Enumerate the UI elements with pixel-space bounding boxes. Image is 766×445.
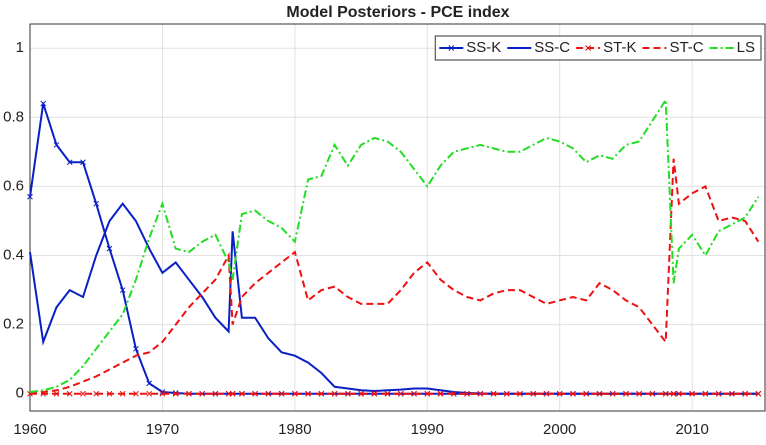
legend-label: SS-C xyxy=(534,39,570,56)
point-marker xyxy=(265,390,272,397)
y-tick-label: 0.8 xyxy=(3,108,24,125)
point-marker xyxy=(649,390,656,397)
y-tick-label: 0.4 xyxy=(3,246,24,263)
point-marker xyxy=(411,390,417,397)
point-marker xyxy=(490,390,497,397)
point-marker xyxy=(702,390,709,397)
legend-item: SS-K xyxy=(439,39,501,56)
point-marker xyxy=(424,390,431,397)
point-marker xyxy=(172,390,179,397)
point-marker xyxy=(437,390,444,397)
point-marker xyxy=(636,390,643,397)
legend-item: ST-C xyxy=(642,39,704,56)
point-marker xyxy=(715,390,722,397)
x-tick-label: 1980 xyxy=(278,421,311,438)
point-marker xyxy=(543,390,550,397)
point-marker xyxy=(146,380,153,387)
point-marker xyxy=(278,390,285,397)
point-marker xyxy=(676,390,682,397)
y-tick-label: 0.6 xyxy=(3,177,24,194)
point-marker xyxy=(450,390,457,397)
point-marker xyxy=(609,390,616,397)
point-marker xyxy=(292,390,298,397)
point-marker xyxy=(729,390,735,397)
point-marker xyxy=(384,390,391,397)
point-marker xyxy=(689,390,696,397)
point-marker xyxy=(80,390,86,397)
legend-label: ST-K xyxy=(603,39,636,56)
point-marker xyxy=(212,390,219,397)
y-tick-label: 0.2 xyxy=(3,316,24,333)
legend-item: SS-C xyxy=(507,39,570,56)
point-marker xyxy=(27,193,33,200)
x-tick-label: 1960 xyxy=(13,421,46,438)
point-marker xyxy=(662,390,669,397)
point-marker xyxy=(742,390,748,397)
point-marker xyxy=(358,390,364,397)
legend-marker xyxy=(585,45,591,51)
point-marker xyxy=(53,390,60,397)
x-tick-label: 2000 xyxy=(543,421,576,438)
point-marker xyxy=(305,390,311,397)
point-marker xyxy=(371,390,378,397)
point-marker xyxy=(318,390,325,397)
legend-item: ST-K xyxy=(576,39,636,56)
legend-item: LS xyxy=(709,39,755,56)
legend-label: LS xyxy=(737,39,755,56)
point-marker xyxy=(477,390,484,397)
point-marker xyxy=(397,390,404,397)
point-marker xyxy=(80,159,86,166)
point-marker xyxy=(106,245,113,252)
point-marker xyxy=(119,287,126,293)
point-marker xyxy=(530,390,537,397)
point-marker xyxy=(755,390,762,397)
point-marker xyxy=(331,390,338,397)
point-marker xyxy=(146,390,153,397)
point-marker xyxy=(344,390,351,397)
point-marker xyxy=(229,390,236,397)
legend-label: ST-C xyxy=(669,39,703,56)
x-tick-label: 1990 xyxy=(411,421,444,438)
legend-marker xyxy=(448,45,455,51)
y-tick-label: 0 xyxy=(16,385,24,402)
point-marker xyxy=(583,390,590,397)
point-marker xyxy=(570,390,576,397)
series-line xyxy=(29,158,760,394)
x-tick-label: 2010 xyxy=(675,421,708,438)
point-marker xyxy=(623,390,629,397)
point-marker xyxy=(40,100,47,107)
point-marker xyxy=(66,390,73,397)
point-marker xyxy=(53,142,60,148)
point-marker xyxy=(119,390,126,397)
point-marker xyxy=(159,390,166,397)
point-marker xyxy=(186,390,192,397)
point-marker xyxy=(596,390,603,397)
point-marker xyxy=(252,390,258,397)
y-tick-label: 1 xyxy=(16,39,24,56)
point-marker xyxy=(93,390,100,397)
point-marker xyxy=(133,345,139,352)
legend-label: SS-K xyxy=(466,39,501,56)
point-marker xyxy=(199,390,206,397)
series-line xyxy=(29,96,760,393)
point-marker xyxy=(133,390,139,397)
point-marker xyxy=(556,390,563,397)
point-marker xyxy=(464,390,470,397)
point-marker xyxy=(670,390,677,397)
point-marker xyxy=(503,390,510,397)
point-marker xyxy=(239,390,245,397)
series-line xyxy=(29,202,759,395)
point-marker xyxy=(106,390,113,397)
x-tick-label: 1970 xyxy=(146,421,179,438)
point-marker xyxy=(66,159,73,166)
point-marker xyxy=(93,200,100,207)
plot-frame xyxy=(29,23,766,412)
chart-title: Model Posteriors - PCE index xyxy=(286,4,509,21)
point-marker xyxy=(517,390,523,397)
legend: SS-K SS-C ST-K ST-C LS xyxy=(434,35,762,61)
